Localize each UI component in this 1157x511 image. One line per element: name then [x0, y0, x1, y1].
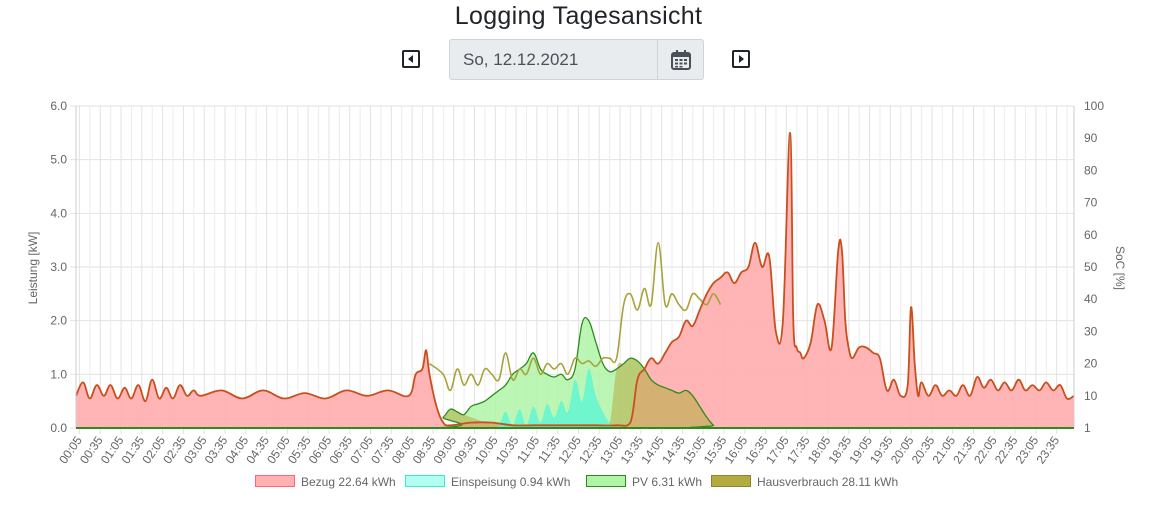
y-left-tick-label: 3.0	[50, 260, 67, 274]
legend-swatch	[405, 475, 445, 487]
series-pv-line	[76, 316, 1074, 429]
chart-series	[75, 131, 1075, 429]
series-pv-area	[76, 317, 1074, 428]
y-right-tick-label: 10	[1084, 389, 1098, 403]
y-right-tick-label: 100	[1084, 99, 1104, 113]
legend-item-pv[interactable]: PV 6.31 kWh	[586, 475, 702, 491]
series-hausverbrauch-line	[429, 241, 722, 392]
date-picker[interactable]: So, 12.12.2021	[449, 39, 704, 80]
x-tick-label: 23:35	[1033, 433, 1062, 466]
chart-grid	[70, 105, 1074, 434]
y-left-tick-label: 1.0	[50, 367, 67, 381]
y-right-tick-label: 80	[1084, 163, 1098, 177]
calendar-button[interactable]	[657, 40, 703, 79]
y-right-tick-label: 20	[1084, 357, 1098, 371]
y-axis-left-label: Leistung [kW]	[26, 232, 40, 305]
next-day-button[interactable]	[732, 50, 750, 68]
legend-swatch	[586, 475, 626, 487]
legend-swatch	[255, 475, 295, 487]
y-left-tick-label: 5.0	[50, 153, 67, 167]
series-einspeisung-area	[491, 368, 1074, 428]
legend-label: Einspeisung 0.94 kWh	[451, 475, 571, 489]
y-right-tick-label: 30	[1084, 324, 1098, 338]
legend-swatch	[711, 475, 751, 487]
y-left-tick-label: 4.0	[50, 206, 67, 220]
y-right-tick-label: 1	[1084, 421, 1091, 435]
caret-right-icon	[739, 55, 744, 63]
y-left-tick-label: 0.0	[50, 421, 67, 435]
date-input[interactable]: So, 12.12.2021	[463, 50, 579, 69]
y-left-tick-label: 6.0	[50, 99, 67, 113]
series-bezug-area	[76, 132, 1074, 428]
y-right-tick-label: 70	[1084, 196, 1098, 210]
power-chart: 0.0 1.0 2.0 3.0 4.0 5.0 6.0 1 10 20 30 40 50 60 70 80 90…	[26, 99, 1127, 466]
y-right-tick-label: 60	[1084, 228, 1098, 242]
y-right-tick-label: 50	[1084, 260, 1098, 274]
caret-left-icon	[408, 55, 413, 63]
x-tick-label: 10:35	[493, 433, 522, 466]
legend-label: PV 6.31 kWh	[632, 475, 703, 489]
previous-day-button[interactable]	[402, 50, 420, 68]
y-left-tick-label: 2.0	[50, 314, 67, 328]
legend-item-hausverbrauch[interactable]: Hausverbrauch 28.11 kWh	[711, 475, 898, 491]
series-bezug-line	[75, 131, 1075, 427]
legend-label: Hausverbrauch 28.11 kWh	[757, 475, 899, 489]
y-right-tick-label: 40	[1084, 292, 1098, 306]
page-title: Logging Tagesansicht	[454, 2, 703, 30]
y-right-tick-label: 90	[1084, 131, 1098, 145]
legend-item-bezug[interactable]: Bezug 22.64 kWh	[255, 475, 396, 491]
calendar-icon	[671, 50, 691, 70]
legend-item-einspeisung[interactable]: Einspeisung 0.94 kWh	[405, 475, 570, 491]
legend-label: Bezug 22.64 kWh	[301, 475, 396, 489]
y-axis-right-label: SoC [%]	[1113, 246, 1127, 290]
chart-legend: Bezug 22.64 kWh Einspeisung 0.94 kWh PV …	[0, 475, 1157, 491]
